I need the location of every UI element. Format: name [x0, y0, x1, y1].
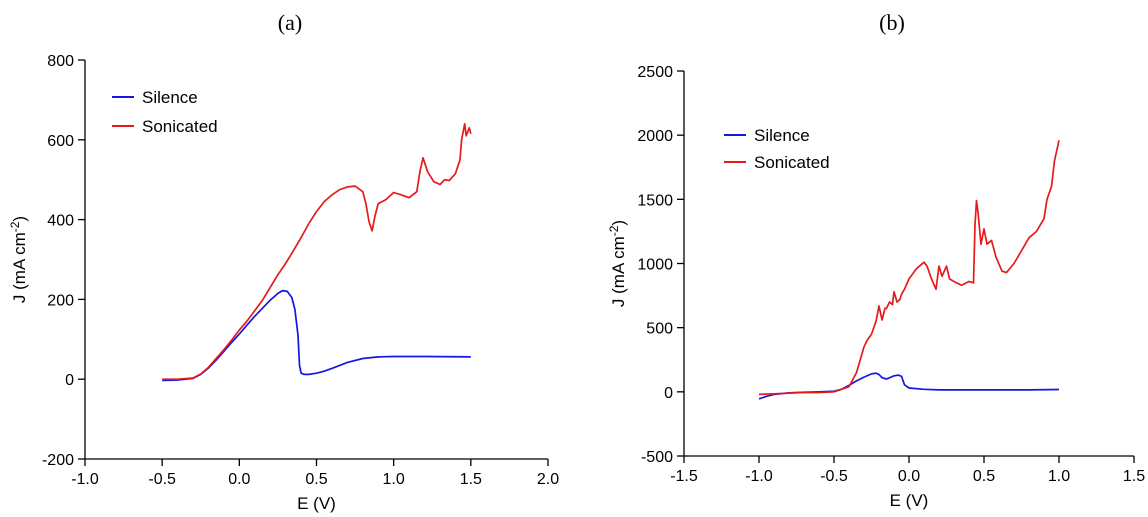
panel-b-y-tick-label: 1000 — [637, 257, 673, 274]
panel-b-plot: -1.5 -1.0 -0.5 0.0 0.5 1.0 1.5 -500 0 500 1000 1500… — [607, 64, 1145, 510]
panel-a-legend-label-silence: Silence — [142, 88, 198, 107]
panel-a-series-sonicated-line — [162, 122, 472, 381]
panel-a-series-silence-line — [162, 289, 471, 382]
panel-a: (a) -1.0 -0.5 0.0 0.5 1.0 1.5 2.0 -200 0 200 400 60… — [8, 10, 559, 513]
panel-a-legend-label-sonicated: Sonicated — [142, 117, 218, 136]
panel-a-x-tick-label: -0.5 — [148, 471, 176, 488]
panel-b-x-tick-label: 1.5 — [1123, 468, 1145, 485]
panel-b-x-tick-label: -0.5 — [820, 468, 848, 485]
panel-a-y-tick-label: -200 — [42, 452, 74, 469]
panel-a-y-axis-label: J (mA cm-2) — [8, 216, 29, 303]
panel-b-series-sonicated-line — [758, 140, 1060, 396]
panel-a-y-tick-label: 200 — [47, 292, 74, 309]
panel-a-y-tick-label: 0 — [65, 372, 74, 389]
panel-b-y-tick-label: 500 — [646, 321, 673, 338]
panel-b-x-axis-label: E (V) — [890, 491, 929, 510]
panel-a-x-tick-label: 0.5 — [305, 471, 327, 488]
panel-b: (b) -1.5 -1.0 -0.5 0.0 0.5 1.0 1.5 -500 0 500 1000… — [607, 10, 1145, 510]
panel-b-legend-label-silence: Silence — [754, 126, 810, 145]
panel-a-x-tick-label: 2.0 — [537, 471, 559, 488]
panel-b-y-tick-label: -500 — [641, 449, 673, 466]
panel-b-y-axis-label: J (mA cm-2) — [607, 220, 628, 307]
panel-b-legend-label-sonicated: Sonicated — [754, 153, 830, 172]
panel-a-y-tick-label: 800 — [47, 53, 74, 70]
panel-b-series-silence-line — [758, 372, 1060, 400]
panel-b-y-tick-label: 1500 — [637, 192, 673, 209]
panel-b-y-tick-label: 2500 — [637, 64, 673, 81]
panel-b-x-tick-label: 0.5 — [973, 468, 995, 485]
panel-b-y-tick-label: 0 — [664, 385, 673, 402]
panel-b-label: (b) — [879, 10, 905, 35]
panel-a-x-tick-label: 1.5 — [460, 471, 482, 488]
panel-a-x-tick-label: 0.0 — [228, 471, 250, 488]
panel-a-y-tick-label: 600 — [47, 133, 74, 150]
panel-a-x-axis-label: E (V) — [297, 494, 336, 513]
panel-b-x-tick-label: 0.0 — [898, 468, 920, 485]
panel-a-y-tick-label: 400 — [47, 213, 74, 230]
panel-b-x-tick-label: -1.5 — [670, 468, 698, 485]
panel-b-y-tick-label: 2000 — [637, 128, 673, 145]
panel-a-x-tick-label: 1.0 — [383, 471, 405, 488]
panel-a-plot: -1.0 -0.5 0.0 0.5 1.0 1.5 2.0 -200 0 200 400 600 800… — [8, 53, 559, 513]
panel-a-x-tick-label: -1.0 — [71, 471, 99, 488]
panel-b-x-tick-label: 1.0 — [1048, 468, 1070, 485]
panel-a-label: (a) — [278, 10, 302, 35]
panel-b-x-tick-label: -1.0 — [745, 468, 773, 485]
